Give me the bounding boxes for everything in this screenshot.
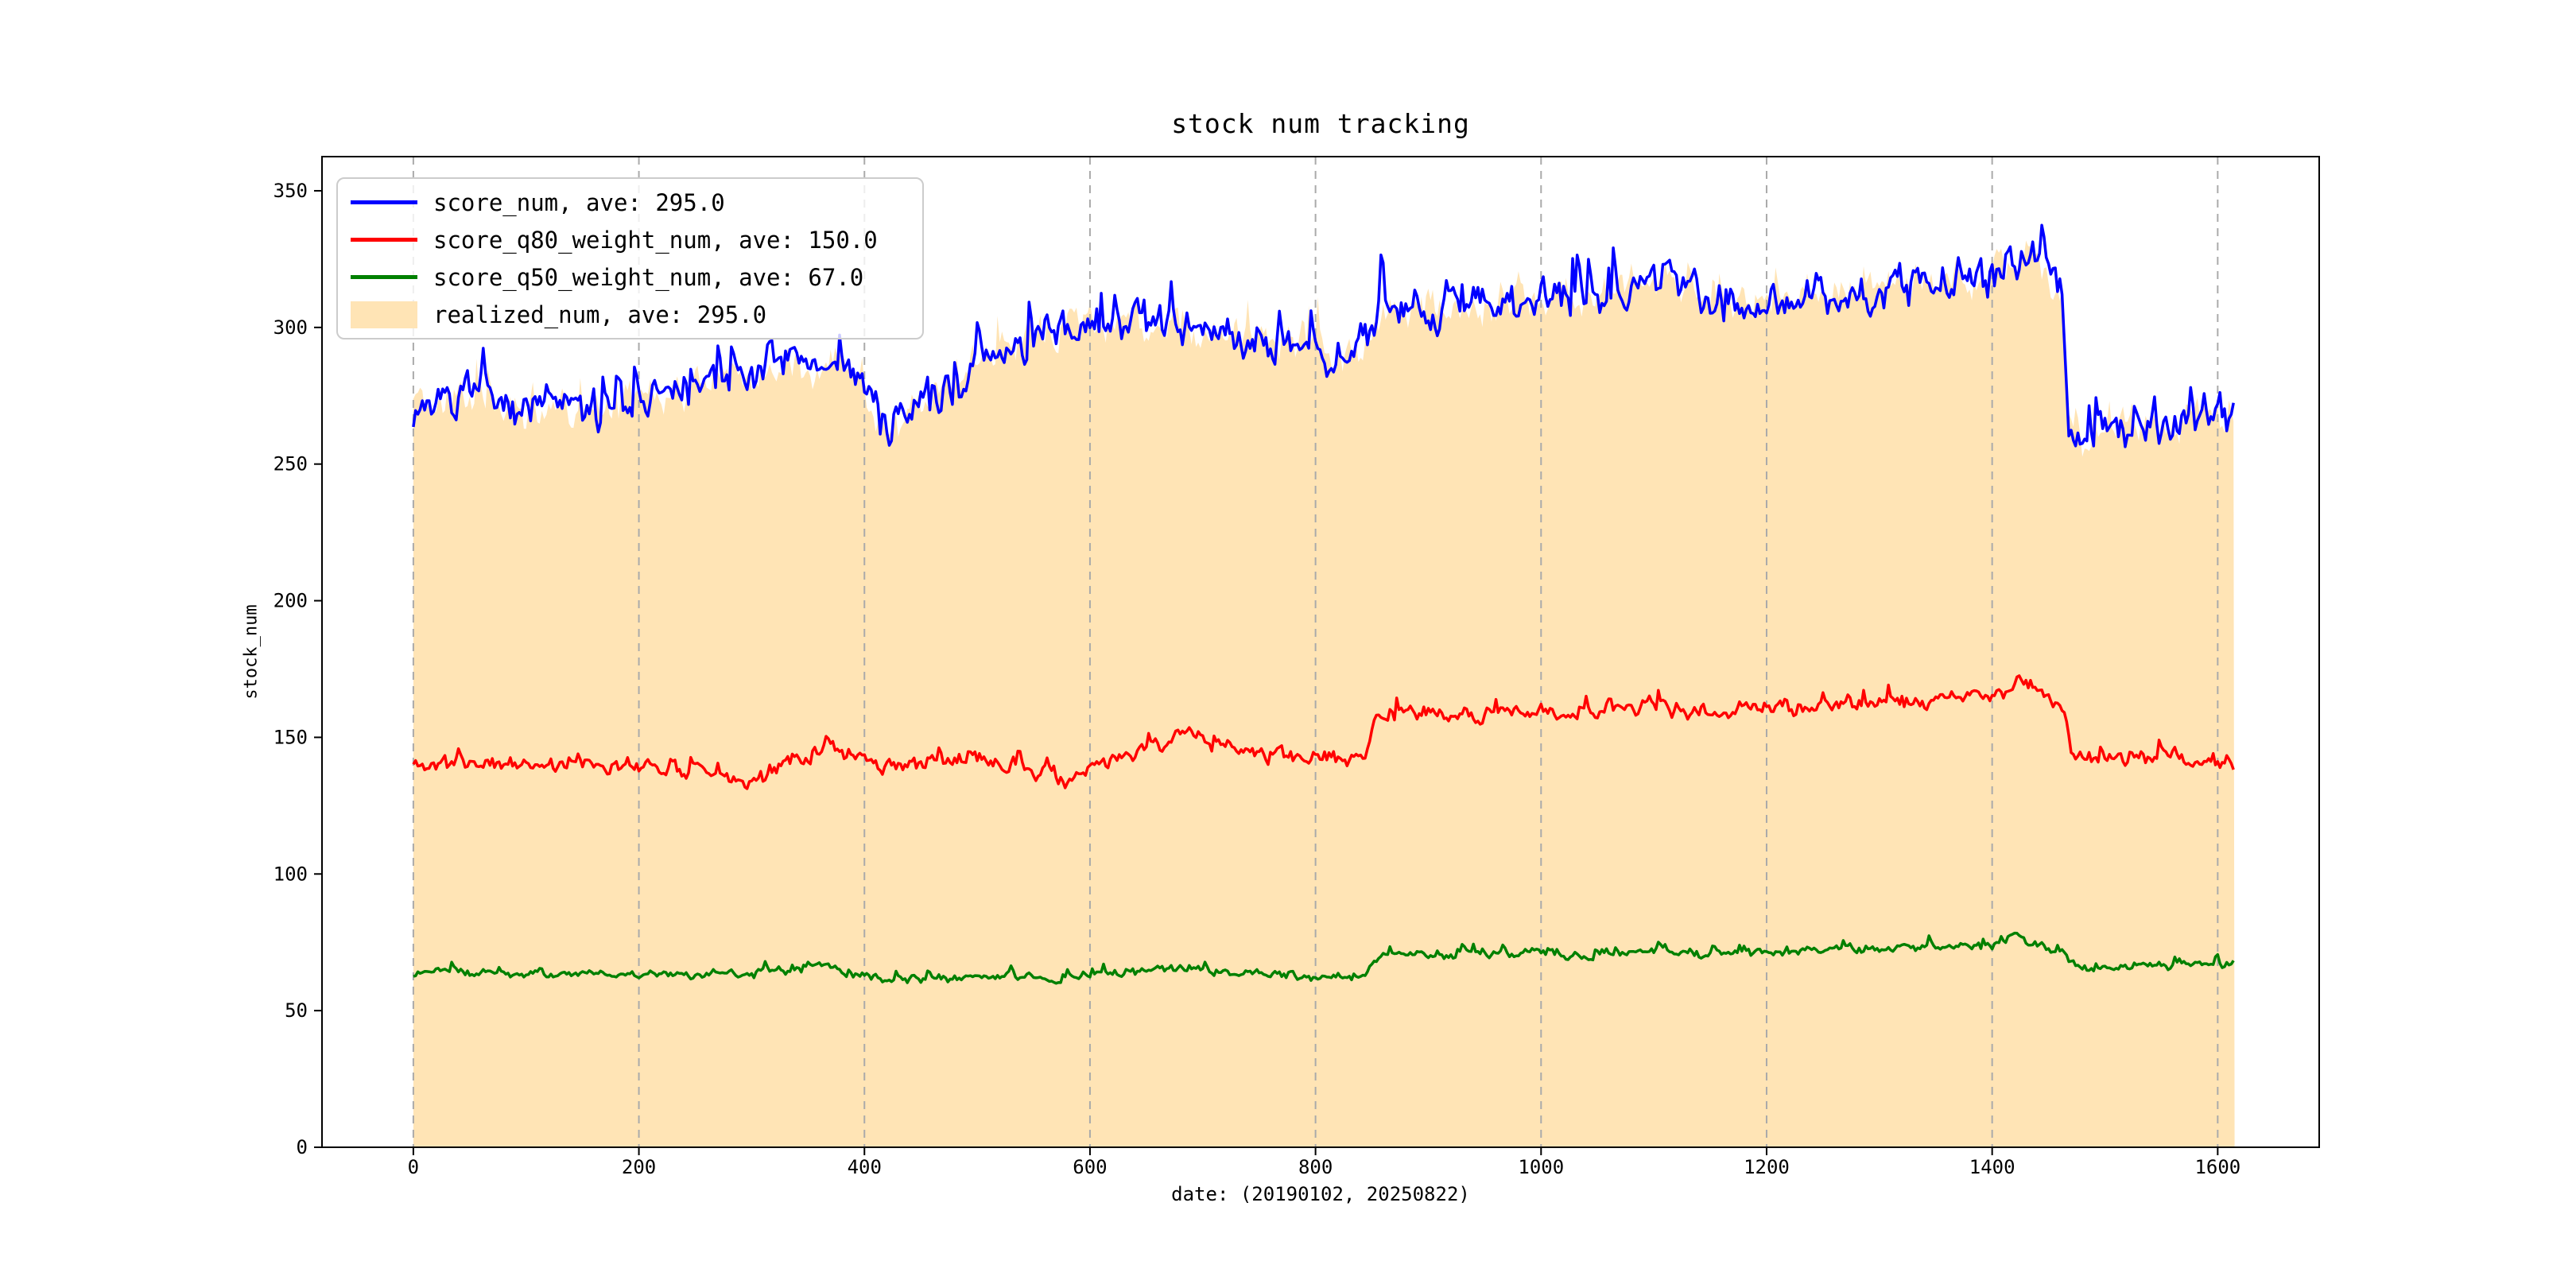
legend-line-sample-score-num — [351, 200, 417, 204]
series-lines — [412, 223, 2235, 985]
legend-item-score-q80-weight-num: score_q80_weight_num, ave: 150.0 — [338, 221, 922, 258]
x-tick-label: 1600 — [2194, 1156, 2240, 1178]
y-tick-label: 300 — [274, 316, 308, 339]
legend-line-sample-score-q50 — [351, 275, 417, 279]
x-tick-label: 1400 — [1969, 1156, 2015, 1178]
legend-item-score-q50-weight-num: score_q50_weight_num, ave: 67.0 — [338, 258, 922, 296]
chart-title: stock num tracking — [1171, 108, 1470, 139]
y-axis-label: stock_num — [241, 604, 262, 700]
x-tick-label: 800 — [1298, 1156, 1333, 1178]
legend-label-realized-num: realized_num, ave: 295.0 — [433, 301, 767, 328]
series-line-score_q80_weight_num — [412, 674, 2235, 790]
legend-item-score-num: score_num, ave: 295.0 — [338, 184, 922, 221]
legend-patch-sample-realized-num — [351, 301, 417, 328]
legend-label-score-q50: score_q50_weight_num, ave: 67.0 — [433, 263, 864, 291]
x-tick-label: 200 — [622, 1156, 656, 1178]
legend-item-realized-num: realized_num, ave: 295.0 — [338, 296, 922, 333]
y-tick-label: 250 — [274, 453, 308, 475]
legend-line-sample-score-q80 — [351, 238, 417, 242]
series-line-score_num — [412, 223, 2235, 448]
y-tick-label: 50 — [285, 999, 308, 1022]
y-tick-label: 350 — [274, 180, 308, 202]
x-tick-label: 400 — [848, 1156, 882, 1178]
tick-marks-and-labels: 0 200 400 600 800 1000 1200 1400 1600 0 50 100 150 20… — [274, 180, 2241, 1178]
y-tick-label: 100 — [274, 863, 308, 885]
y-tick-label: 200 — [274, 590, 308, 612]
x-tick-label: 1000 — [1518, 1156, 1564, 1178]
y-tick-label: 0 — [297, 1136, 308, 1158]
series-area-realized_num — [413, 240, 2235, 1148]
x-tick-label: 600 — [1073, 1156, 1107, 1178]
axes-spines — [321, 156, 2320, 1148]
series-line-score_q50_weight_num — [413, 931, 2235, 985]
x-tick-label: 1200 — [1744, 1156, 1790, 1178]
realized-area-group — [413, 240, 2235, 1148]
x-tick-label: 0 — [408, 1156, 419, 1178]
legend: score_num, ave: 295.0 score_q80_weight_n… — [336, 177, 924, 339]
y-tick-label: 150 — [274, 726, 308, 748]
x-axis-label: date: (20190102, 20250822) — [1171, 1183, 1470, 1205]
legend-label-score-q80: score_q80_weight_num, ave: 150.0 — [433, 226, 878, 254]
legend-label-score-num: score_num, ave: 295.0 — [433, 188, 725, 216]
